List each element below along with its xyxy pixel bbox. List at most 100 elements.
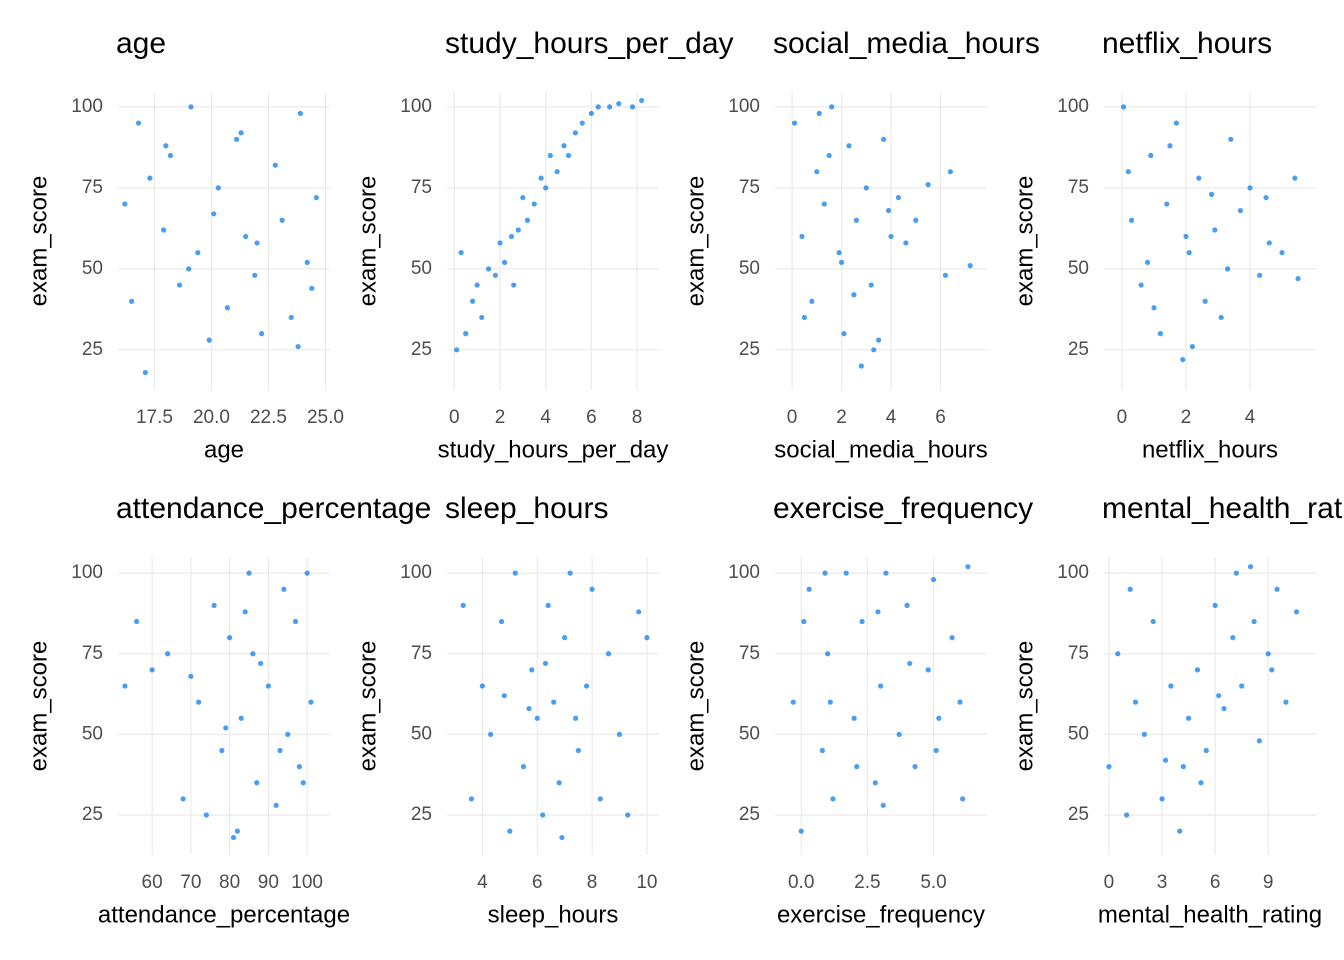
point <box>122 683 128 689</box>
point <box>463 331 469 337</box>
y-axis-label: exam_score <box>1011 641 1038 772</box>
x-tick-label: 8 <box>587 872 598 893</box>
point <box>234 828 240 834</box>
point <box>1239 683 1245 689</box>
point <box>479 314 485 321</box>
x-tick-label: 9 <box>1263 872 1274 893</box>
point <box>1164 201 1170 207</box>
point <box>1279 250 1285 256</box>
point <box>1180 356 1186 363</box>
point <box>219 747 225 754</box>
point <box>625 812 631 818</box>
point <box>799 233 805 240</box>
point <box>479 683 485 689</box>
point <box>863 185 869 191</box>
x-tick-label: 60 <box>142 872 163 893</box>
point <box>242 609 248 615</box>
point <box>297 110 303 116</box>
point <box>233 136 240 142</box>
point <box>1256 738 1262 744</box>
x-tick-label: 70 <box>180 872 201 893</box>
x-tick-label: 4 <box>886 407 897 428</box>
point <box>468 796 475 802</box>
x-tick-label: 0 <box>1104 872 1115 893</box>
x-tick-label: 100 <box>291 872 323 893</box>
point <box>556 780 562 786</box>
point <box>1185 715 1192 721</box>
point <box>1247 185 1253 191</box>
point <box>960 796 966 802</box>
point <box>597 796 603 802</box>
y-axis-label: exam_score <box>25 641 52 772</box>
point <box>165 651 171 657</box>
point <box>1263 194 1269 201</box>
point <box>871 347 877 353</box>
y-axis-label: exam_score <box>682 641 709 772</box>
point <box>531 201 537 207</box>
point <box>806 586 812 592</box>
x-tick-label: 4 <box>540 407 551 428</box>
point <box>829 104 835 110</box>
point <box>273 802 279 808</box>
x-tick-label: 10 <box>636 872 657 893</box>
point <box>567 570 573 576</box>
y-tick-label: 75 <box>82 177 103 198</box>
point <box>629 104 636 110</box>
x-tick-label: 2 <box>495 407 506 428</box>
x-tick-label: 90 <box>258 872 279 893</box>
point <box>304 570 310 576</box>
point <box>872 780 878 786</box>
panel-title: netflix_hours <box>1102 27 1272 60</box>
point <box>1132 699 1139 705</box>
point <box>965 564 971 570</box>
panel: 25 50 75 100 0 3 6 9 mental_health_rating mental_… <box>1011 492 1344 928</box>
panel-title: exercise_frequency <box>773 492 1033 525</box>
x-tick-label: 6 <box>586 407 597 428</box>
point <box>1189 343 1195 350</box>
point <box>296 764 302 770</box>
point <box>223 725 229 731</box>
point <box>836 250 842 256</box>
point <box>526 705 532 712</box>
point <box>180 796 186 802</box>
point <box>859 618 865 625</box>
point <box>1124 812 1130 818</box>
x-tick-label: 3 <box>1157 872 1168 893</box>
point <box>1225 266 1231 272</box>
x-tick-label: 6 <box>532 872 543 893</box>
point <box>947 169 953 175</box>
point <box>238 130 244 136</box>
y-axis-label: exam_score <box>354 176 381 307</box>
point <box>129 298 135 304</box>
point <box>1230 635 1236 641</box>
y-tick-label: 50 <box>739 723 760 744</box>
point <box>583 683 590 689</box>
panel: 25 50 75 100 0 2 4 6 8 study_hours_per_day study_h… <box>354 27 733 463</box>
point <box>967 263 973 269</box>
x-tick-label: 0.0 <box>788 872 814 893</box>
point <box>1138 282 1144 288</box>
point <box>515 227 521 233</box>
point <box>511 282 517 288</box>
y-tick-label: 75 <box>739 643 760 664</box>
point <box>819 747 825 754</box>
y-tick-label: 50 <box>1068 258 1089 279</box>
point <box>809 298 815 304</box>
point <box>1186 250 1192 256</box>
point <box>545 602 551 608</box>
point <box>265 683 271 689</box>
point <box>1247 564 1254 570</box>
point <box>559 834 565 841</box>
point <box>122 201 128 207</box>
y-axis-label: exam_score <box>25 176 52 307</box>
point <box>196 699 202 705</box>
x-tick-label: 6 <box>935 407 946 428</box>
y-tick-label: 25 <box>411 339 432 360</box>
point <box>851 292 857 298</box>
point <box>206 337 212 343</box>
point <box>1162 757 1169 763</box>
point <box>925 667 931 673</box>
panel-title: study_hours_per_day <box>445 27 734 60</box>
point <box>512 570 518 576</box>
point <box>1228 136 1234 142</box>
